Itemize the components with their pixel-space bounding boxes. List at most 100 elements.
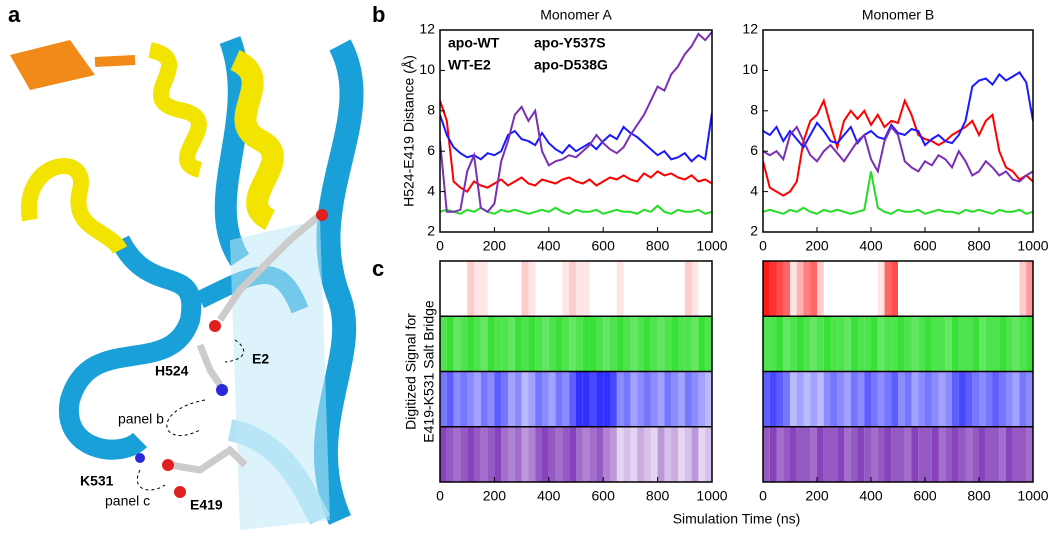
signal-bin xyxy=(965,426,973,482)
signal-bin xyxy=(440,261,447,316)
signal-bin xyxy=(691,316,699,372)
signal-bin xyxy=(837,261,844,316)
signal-bin xyxy=(691,371,699,427)
signal-bin xyxy=(698,426,706,482)
atom xyxy=(162,459,174,471)
signal-bin xyxy=(501,371,508,427)
signal-bin xyxy=(783,261,790,317)
x-tick-label: 0 xyxy=(759,238,767,254)
signal-bin xyxy=(569,371,576,427)
signal-bin xyxy=(931,371,939,427)
signal-bin xyxy=(871,371,878,427)
x-tick-label: 400 xyxy=(859,488,883,504)
x-tick-label: 800 xyxy=(646,238,670,254)
plot-area xyxy=(763,261,1033,482)
signal-bin xyxy=(630,426,638,482)
line xyxy=(763,71,1033,149)
signal-bin xyxy=(871,261,878,316)
signal-bin xyxy=(898,426,905,482)
signal-bin xyxy=(698,316,706,372)
helix xyxy=(229,49,284,230)
signal-bin xyxy=(979,371,986,427)
signal-bin xyxy=(637,261,644,316)
signal-bin xyxy=(610,371,617,427)
signal-bin xyxy=(515,261,522,316)
signal-bin xyxy=(467,316,474,372)
atom xyxy=(316,209,328,221)
signal-bin xyxy=(796,316,804,372)
signal-bin xyxy=(918,426,925,482)
signal-bin xyxy=(992,371,1000,427)
panel-label: c xyxy=(372,256,384,281)
y-axis-label: E419-K531 Salt Bridge xyxy=(421,300,437,443)
x-tick-label: 1000 xyxy=(696,238,727,254)
signal-bin xyxy=(548,426,556,482)
x-tick-label: 600 xyxy=(913,238,937,254)
signal-bin xyxy=(803,261,811,317)
signal-bin xyxy=(460,316,468,372)
signal-bin xyxy=(556,261,563,316)
signal-bin xyxy=(1013,261,1020,316)
signal-bin xyxy=(562,426,570,482)
signal-bin xyxy=(494,371,502,427)
signal-bin xyxy=(783,426,790,482)
signal-bin xyxy=(480,261,488,317)
signal-bin xyxy=(454,261,461,316)
signal-bin xyxy=(925,261,932,316)
x-tick-label: 600 xyxy=(913,488,937,504)
signal-bin xyxy=(979,316,986,372)
plot-area xyxy=(440,31,712,215)
y-tick-label: 8 xyxy=(427,102,435,118)
y-tick-label: 6 xyxy=(750,142,758,158)
line xyxy=(440,100,712,193)
panel-label: a xyxy=(8,2,21,27)
signal-bin xyxy=(837,316,844,372)
signal-bin xyxy=(582,261,590,317)
signal-bin xyxy=(864,261,871,316)
signal-bin xyxy=(904,316,912,372)
x-tick-label: 200 xyxy=(483,488,507,504)
signal-bin xyxy=(664,371,672,427)
signal-bin xyxy=(810,371,817,427)
y-tick-label: 2 xyxy=(427,223,435,239)
signal-bin xyxy=(904,371,912,427)
signal-bin xyxy=(769,371,777,427)
signal-bin xyxy=(823,316,831,372)
signal-bin xyxy=(460,426,468,482)
signal-bin xyxy=(790,426,797,482)
line xyxy=(440,112,712,163)
plot-frame xyxy=(762,260,1034,483)
signal-bin xyxy=(528,426,536,482)
signal-bin xyxy=(830,426,838,482)
y-tick-label: 10 xyxy=(742,61,758,77)
ribbon xyxy=(58,235,202,460)
signal-bin xyxy=(535,261,542,316)
signal-bin xyxy=(844,371,851,427)
atom xyxy=(135,453,145,463)
signal-bin xyxy=(569,426,576,482)
residue-label: H524 xyxy=(155,363,189,379)
signal-bin xyxy=(911,316,919,372)
legend-entry: apo-D538G xyxy=(534,57,608,73)
signal-bin xyxy=(857,426,865,482)
signal-bin xyxy=(952,316,959,372)
x-tick-label: 800 xyxy=(967,238,991,254)
signal-bin xyxy=(521,426,529,482)
signal-bin xyxy=(705,426,712,482)
x-tick-label: 800 xyxy=(967,488,991,504)
signal-bin xyxy=(467,261,474,317)
signal-bin xyxy=(858,261,865,316)
residue-label: E419 xyxy=(190,497,223,513)
signal-bin xyxy=(616,316,624,372)
signal-bin xyxy=(1012,316,1020,372)
signal-bin xyxy=(684,371,692,427)
signal-bin xyxy=(514,316,522,372)
signal-bin xyxy=(877,426,885,482)
signal-bin xyxy=(447,261,454,316)
line xyxy=(763,171,1033,215)
signal-bin xyxy=(837,371,844,427)
y-axis-label: H524-E419 Distance (Å) xyxy=(401,55,417,207)
signal-bin xyxy=(769,426,777,482)
signal-bin xyxy=(817,316,824,372)
signal-bin xyxy=(884,426,892,482)
